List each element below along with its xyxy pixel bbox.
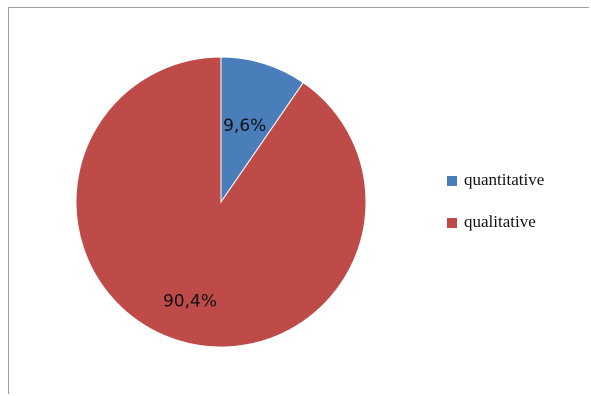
pie-slice-quantitative	[220, 56, 304, 204]
legend: quantitative qualitative	[447, 170, 544, 231]
legend-label-quantitative: quantitative	[464, 170, 544, 189]
pie-slice-qualitative	[75, 56, 367, 348]
legend-label-qualitative: qualitative	[464, 212, 536, 231]
legend-swatch-qualitative	[447, 218, 457, 228]
data-label-quantitative: 9,6%	[223, 116, 266, 136]
pie-slices	[75, 56, 367, 348]
data-labels: 9,6% 90,4%	[163, 116, 266, 312]
data-label-qualitative: 90,4%	[163, 292, 217, 312]
legend-swatch-quantitative	[447, 176, 457, 186]
